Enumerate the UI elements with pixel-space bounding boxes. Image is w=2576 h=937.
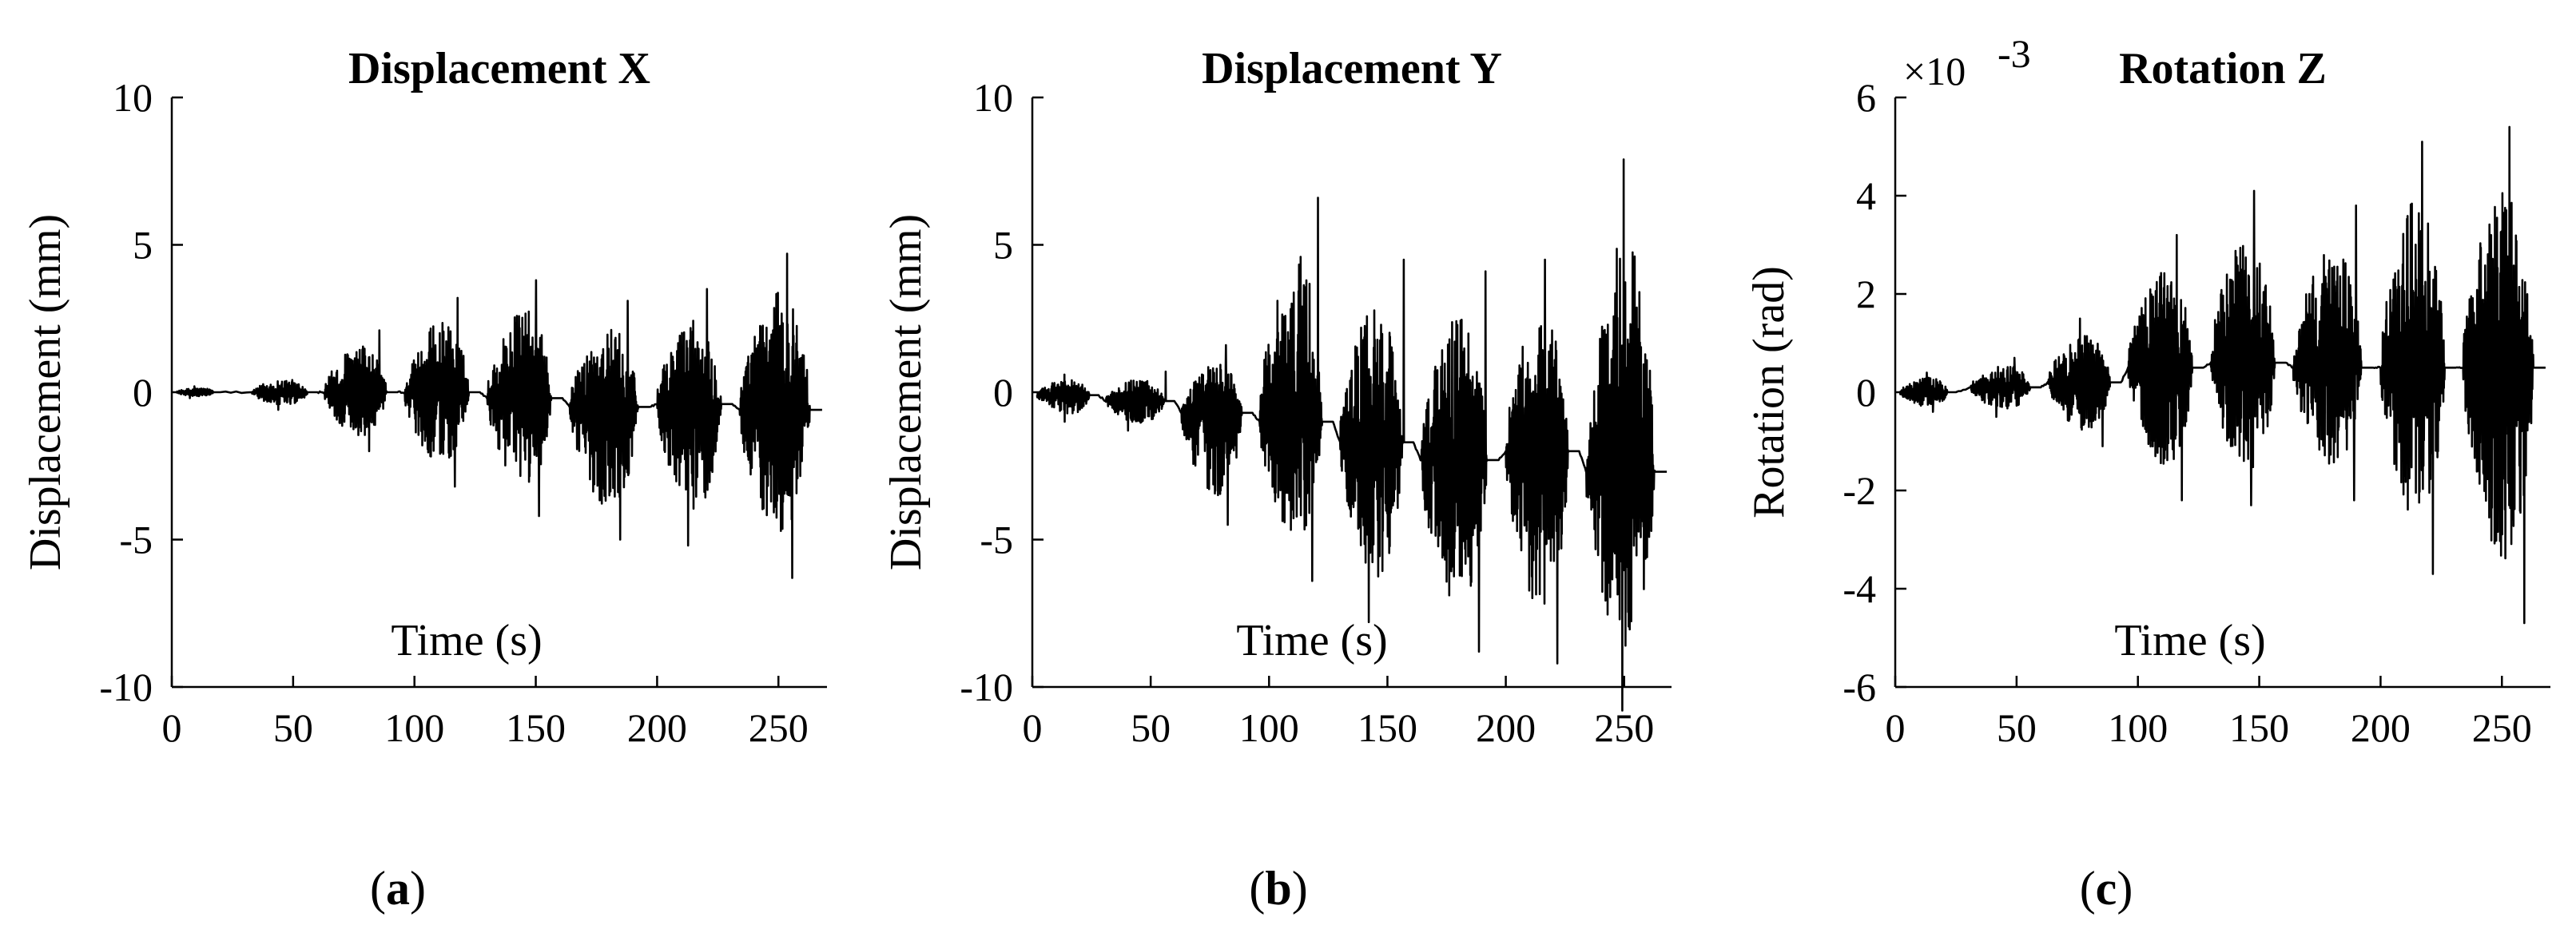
chart-title: Rotation Z bbox=[2119, 44, 2327, 93]
y-tick-label: 6 bbox=[1856, 75, 1876, 120]
x-tick-label: 50 bbox=[1997, 705, 2037, 750]
x-tick-label: 0 bbox=[1886, 705, 1906, 750]
y-tick-label: 0 bbox=[993, 370, 1013, 415]
x-tick-label: 250 bbox=[1594, 705, 1654, 750]
x-tick-label: 200 bbox=[627, 705, 687, 750]
y-axis-label: Rotation (rad) bbox=[1744, 266, 1794, 518]
y-tick-label: -6 bbox=[1843, 665, 1876, 709]
x-tick-label: 150 bbox=[2229, 705, 2289, 750]
x-axis-label: Time (s) bbox=[2114, 616, 2265, 665]
x-tick-label: 150 bbox=[506, 705, 566, 750]
panel-letter: a bbox=[386, 862, 410, 915]
panel-label: (b) bbox=[1249, 862, 1307, 915]
chart-title: Displacement Y bbox=[1202, 44, 1502, 93]
x-tick-label: 150 bbox=[1358, 705, 1417, 750]
y-tick-label: 5 bbox=[993, 223, 1013, 268]
y-tick-label: -2 bbox=[1843, 468, 1876, 513]
x-tick-label: 50 bbox=[273, 705, 313, 750]
y-tick-label: 10 bbox=[113, 75, 153, 120]
y-axis-label: Displacement (mm) bbox=[881, 214, 931, 570]
x-tick-label: 50 bbox=[1131, 705, 1171, 750]
chart-title: Displacement X bbox=[348, 44, 650, 93]
signal-trace-series-a bbox=[175, 252, 823, 579]
x-tick-label: 100 bbox=[1239, 705, 1299, 750]
y-tick-label: -5 bbox=[980, 518, 1013, 562]
y-exponent-power: -3 bbox=[1998, 31, 2031, 76]
y-axis-label: Displacement (mm) bbox=[21, 214, 70, 570]
panel-label: (a) bbox=[370, 862, 426, 915]
y-tick-label: 0 bbox=[1856, 370, 1876, 415]
x-axis-label: Time (s) bbox=[1236, 616, 1387, 665]
signal-trace-series-b bbox=[1036, 158, 1668, 712]
panel-letter: c bbox=[2096, 862, 2117, 915]
y-tick-label: 4 bbox=[1856, 173, 1876, 218]
x-tick-label: 100 bbox=[384, 705, 444, 750]
y-exponent-label: ×10 bbox=[1903, 49, 1966, 93]
y-tick-label: 10 bbox=[973, 75, 1013, 120]
x-tick-label: 250 bbox=[749, 705, 809, 750]
y-tick-label: -5 bbox=[119, 518, 153, 562]
x-tick-label: 250 bbox=[2472, 705, 2532, 750]
panel-letter: b bbox=[1265, 862, 1291, 915]
chart-panel-a: 0 50 100 150 200 250 -10 -5 0 5 10 Displacement X Ti… bbox=[21, 44, 827, 915]
x-tick-label: 100 bbox=[2108, 705, 2168, 750]
y-tick-label: 5 bbox=[133, 223, 153, 268]
x-tick-label: 200 bbox=[1476, 705, 1536, 750]
panel-label: (c) bbox=[2080, 862, 2133, 915]
x-tick-label: 200 bbox=[2351, 705, 2411, 750]
x-tick-label: 0 bbox=[162, 705, 182, 750]
x-axis-label: Time (s) bbox=[391, 616, 542, 665]
y-tick-label: -4 bbox=[1843, 566, 1876, 611]
y-tick-label: -10 bbox=[960, 665, 1013, 709]
y-tick-label: 0 bbox=[133, 370, 153, 415]
x-tick-label: 0 bbox=[1023, 705, 1043, 750]
chart-panel-c: 0 50 100 150 200 250 -6 -4 -2 0 2 4 6 Rotation Z Time … bbox=[1744, 31, 2550, 915]
signal-trace-series-c bbox=[1898, 125, 2546, 625]
y-tick-label: -10 bbox=[99, 665, 153, 709]
chart-panel-b: 0 50 100 150 200 250 -10 -5 0 5 10 Displacement Y Ti… bbox=[881, 44, 1672, 915]
y-tick-label: 2 bbox=[1856, 272, 1876, 316]
